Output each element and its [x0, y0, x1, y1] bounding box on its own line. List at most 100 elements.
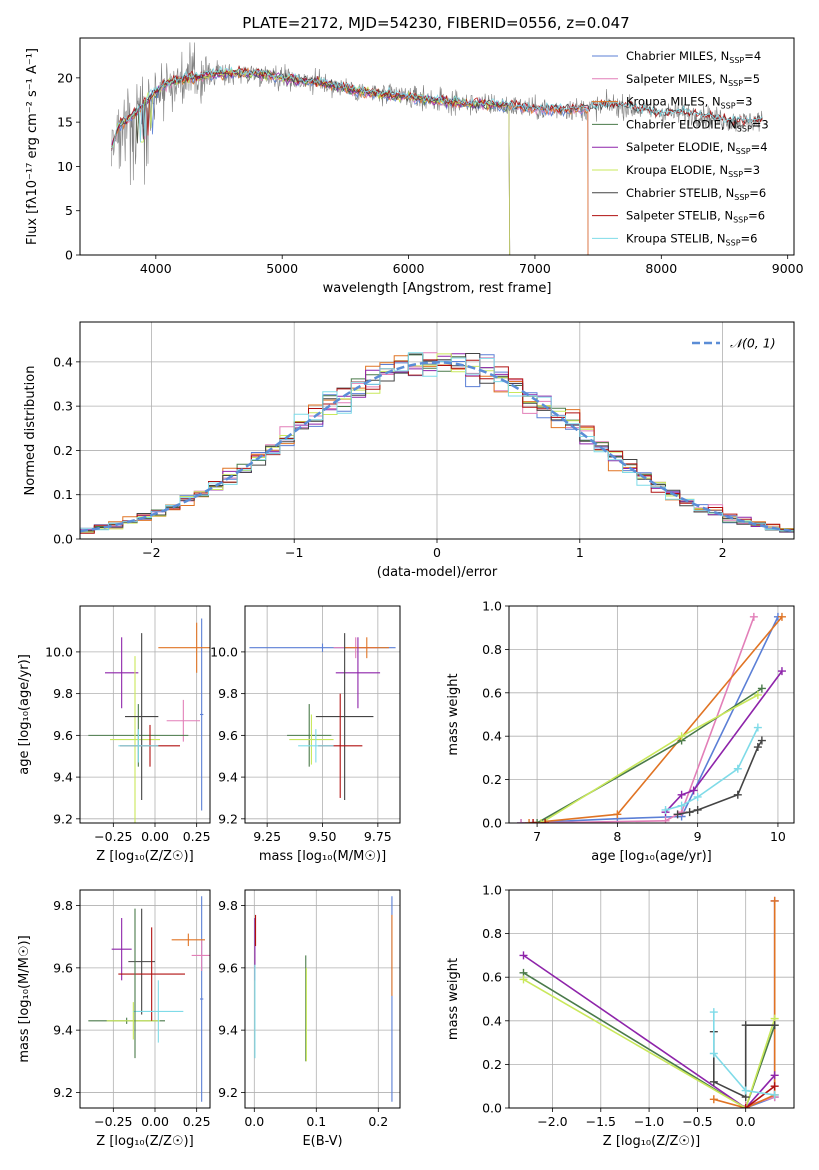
series-marker-kroupa_elodie: [753, 690, 762, 699]
y-tick-label: 9.4: [218, 1023, 238, 1038]
chart-age_vs_mass: 9.25 9.50 9.75 9.2 9.4 9.6 9.8 10.0 mass [log₁₀(…: [210, 605, 401, 864]
chart-mw_vs_Z: −2.0 −1.5 −1.0 −0.5 0.0 0.0 0.2 0.4 0.6 0.8 1.0 Z […: [446, 883, 795, 1149]
series-line-chabrier_elodie: [523, 972, 776, 1108]
series-line-salpeter_elodie: [523, 954, 776, 1108]
y-tick-label: 9.8: [218, 898, 238, 913]
y-tick-label: 9.6: [218, 728, 238, 743]
legend-label-kroupa_stelib: Kroupa STELIB, NSSP=6: [626, 231, 757, 247]
axes-frame: [79, 37, 795, 256]
mass_vs_Z-plot-area: [88, 896, 210, 1102]
series-marker-chabrier_stelib: [673, 810, 682, 819]
legend-label-normal: 𝒩(0, 1): [730, 336, 776, 351]
y-tick-label: 9.8: [53, 686, 73, 701]
series-marker-kroupa_miles: [770, 896, 779, 905]
series-marker-kroupa_stelib: [693, 792, 702, 801]
axes-frame: [508, 889, 795, 1109]
errorbar-point-chabrier_elodie: [287, 704, 332, 767]
series-line-chabrier_miles: [745, 900, 776, 1108]
y-axis-label: mass weight: [446, 958, 461, 1040]
y-tick-label: 10.0: [45, 644, 73, 659]
series-marker-kroupa_elodie: [677, 732, 686, 741]
series-marker-kroupa_stelib: [770, 1090, 779, 1099]
errorbar-point-kroupa_miles: [171, 933, 205, 947]
x-tick-label: −1: [285, 545, 303, 560]
series-marker-kroupa_elodie: [519, 975, 528, 984]
series-line-salpeter_miles: [745, 900, 776, 1107]
series-marker-salpeter_stelib: [529, 819, 538, 823]
series-marker-chabrier_stelib: [693, 805, 702, 814]
chart-mw_vs_age: 7 8 9 10 0.0 0.2 0.4 0.6 0.8 1.0 age [log₁₀(age/yr…: [446, 599, 795, 864]
y-axis-label: age [log₁₀(age/yr)]: [17, 654, 32, 775]
errorbar-point-kroupa_stelib: [298, 729, 334, 763]
legend-label-salpeter_miles: Salpeter MILES, NSSP=5: [626, 72, 760, 88]
y-tick-label: 9.2: [218, 811, 238, 826]
series-marker-kroupa_miles: [777, 612, 786, 621]
x-tick-label: 5000: [266, 261, 298, 276]
x-axis-label: E(B-V): [302, 1134, 342, 1149]
x-tick-label: −0.5: [682, 1114, 712, 1129]
x-tick-label: 2: [719, 545, 727, 560]
y-tick-label: 9.4: [53, 770, 73, 785]
x-tick-label: 0.00: [141, 1114, 169, 1129]
x-tick-label: 4000: [140, 261, 172, 276]
y-tick-label: 9.6: [53, 960, 73, 975]
axes-frame: [244, 605, 401, 824]
panels: 4000 5000 6000 7000 8000 900005101520waveleng…: [17, 37, 804, 1149]
y-tick-label: 10.0: [210, 644, 238, 659]
y-tick-label: 0.0: [53, 532, 73, 547]
x-tick-label: 0.25: [183, 1114, 211, 1129]
errorbar-point-salpeter_elodie: [111, 918, 132, 981]
y-axis-label: mass weight: [446, 673, 461, 755]
series-line-chabrier_stelib: [677, 740, 763, 816]
series-marker-kroupa_stelib: [733, 764, 742, 773]
x-tick-label: −2: [142, 545, 160, 560]
x-axis-label: Z [log₁₀(Z/Z☉)]: [96, 849, 193, 864]
errorbar-point-salpeter_miles: [166, 699, 200, 742]
series-marker-salpeter_stelib: [741, 1104, 750, 1108]
x-tick-label: −1.5: [586, 1114, 616, 1129]
y-tick-label: 9.8: [218, 686, 238, 701]
y-tick-label: 0.0: [482, 816, 502, 831]
model-spectrum-kroupa_miles: [111, 67, 589, 255]
y-tick-label: 20: [57, 70, 73, 85]
x-axis-label: age [log₁₀(age/yr)]: [591, 849, 712, 864]
x-tick-label: 0.0: [736, 1114, 756, 1129]
x-tick-label: 9000: [772, 261, 804, 276]
series-marker-salpeter_elodie: [777, 667, 786, 676]
axes-frame: [79, 605, 211, 824]
axes-frame: [508, 605, 795, 824]
y-tick-label: 0: [65, 248, 73, 263]
series-marker-salpeter_elodie: [677, 790, 686, 799]
series-line-kroupa_stelib: [713, 1012, 775, 1096]
y-tick-label: 1.0: [482, 599, 502, 614]
series-marker-salpeter_elodie: [689, 786, 698, 795]
x-axis-label: wavelength [Angstrom, rest frame]: [323, 281, 552, 296]
y-axis-label: mass [log₁₀(M/M☉)]: [17, 935, 32, 1062]
y-tick-label: 0.3: [53, 399, 73, 414]
x-tick-label: 0.2: [368, 1114, 388, 1129]
series-marker-kroupa_stelib: [677, 801, 686, 810]
model-spectrum-kroupa_stelib: [111, 65, 763, 149]
x-tick-label: 0: [433, 545, 441, 560]
y-tick-label: 0.8: [482, 926, 502, 941]
series-marker-chabrier_stelib: [757, 736, 766, 745]
series-marker-kroupa_stelib: [661, 805, 670, 814]
model-spectrum-salpeter_elodie: [111, 68, 511, 255]
series-marker-chabrier_stelib: [709, 1077, 718, 1086]
y-tick-label: 9.2: [53, 811, 73, 826]
y-tick-label: 0.2: [482, 772, 502, 787]
y-tick-label: 0.4: [53, 354, 73, 369]
model-spectrum-kroupa_elodie: [111, 68, 511, 255]
errorbar-point-salpeter_miles: [191, 939, 210, 971]
series-marker-kroupa_stelib: [741, 1086, 750, 1095]
series-line-salpeter_stelib: [745, 1085, 776, 1108]
x-tick-label: 8: [613, 829, 621, 844]
x-tick-label: 0.0: [244, 1114, 264, 1129]
series-marker-kroupa_miles: [709, 1095, 718, 1104]
residuals-plot-area: [80, 352, 794, 534]
mw_vs_Z-plot-area: [519, 896, 779, 1108]
series-marker-kroupa_stelib: [709, 1008, 718, 1017]
series-marker-salpeter_miles: [661, 816, 670, 823]
y-tick-label: 0.1: [53, 487, 73, 502]
series-marker-kroupa_miles: [613, 810, 622, 819]
